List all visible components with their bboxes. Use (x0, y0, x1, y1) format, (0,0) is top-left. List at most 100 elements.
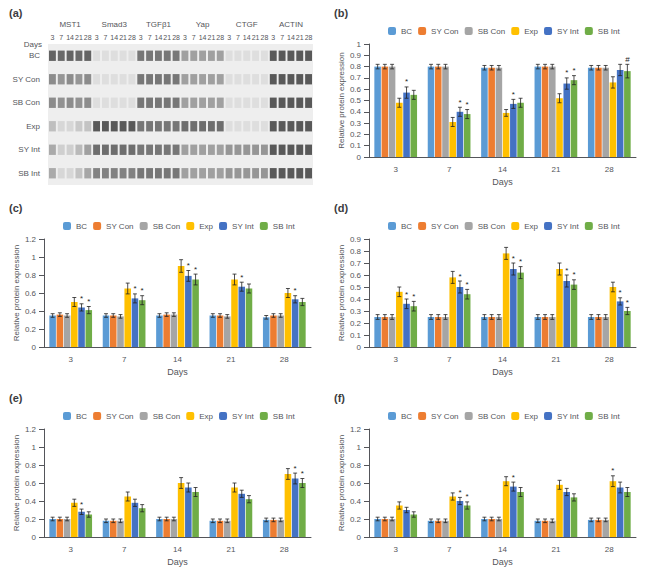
svg-text:*: * (412, 292, 415, 301)
svg-text:0.8: 0.8 (25, 271, 37, 280)
svg-text:7: 7 (122, 355, 127, 364)
svg-text:SY Int: SY Int (232, 222, 254, 231)
svg-text:0.6: 0.6 (350, 271, 362, 280)
svg-text:*: * (294, 464, 297, 473)
svg-text:Relative protein expression: Relative protein expression (337, 52, 346, 149)
svg-text:(d): (d) (334, 202, 348, 214)
svg-text:14: 14 (498, 545, 507, 554)
svg-text:*: * (294, 286, 297, 295)
svg-text:Days: Days (492, 177, 513, 187)
svg-text:3: 3 (68, 545, 73, 554)
svg-text:0.6: 0.6 (350, 85, 362, 94)
svg-text:*: * (187, 261, 190, 270)
svg-text:0.8: 0.8 (350, 247, 362, 256)
svg-text:*: * (133, 284, 136, 293)
svg-text:0.8: 0.8 (350, 62, 362, 71)
svg-text:Days: Days (167, 367, 188, 377)
svg-text:28: 28 (172, 34, 180, 41)
svg-text:0.9: 0.9 (350, 51, 362, 60)
svg-text:28: 28 (305, 34, 313, 41)
svg-text:3: 3 (271, 34, 275, 41)
svg-text:SY Int: SY Int (557, 27, 579, 36)
svg-text:14: 14 (243, 34, 251, 41)
svg-text:SB Int: SB Int (18, 169, 41, 178)
svg-text:21: 21 (208, 34, 216, 41)
svg-text:3: 3 (50, 34, 54, 41)
svg-text:SY Int: SY Int (557, 412, 579, 421)
svg-text:Relative protein expression: Relative protein expression (337, 435, 346, 532)
svg-text:Smad3: Smad3 (102, 20, 128, 29)
svg-text:(c): (c) (9, 202, 23, 214)
svg-text:21: 21 (163, 34, 171, 41)
svg-text:SY Con: SY Con (431, 222, 458, 231)
svg-text:28: 28 (280, 355, 289, 364)
svg-text:*: * (405, 77, 408, 86)
svg-text:3: 3 (139, 34, 143, 41)
svg-text:SY Con: SY Con (431, 412, 458, 421)
svg-text:0.7: 0.7 (350, 73, 362, 82)
svg-text:*: * (466, 492, 469, 501)
svg-text:3: 3 (393, 165, 398, 174)
svg-text:7: 7 (122, 545, 127, 554)
svg-text:28: 28 (84, 34, 92, 41)
svg-text:0.6: 0.6 (25, 289, 37, 298)
svg-text:SB Con: SB Con (153, 222, 181, 231)
svg-text:SY Con: SY Con (431, 27, 458, 36)
svg-text:0.4: 0.4 (25, 497, 37, 506)
svg-text:SB Int: SB Int (273, 412, 296, 421)
svg-text:*: * (458, 488, 461, 497)
svg-text:1: 1 (357, 443, 362, 452)
svg-text:Exp: Exp (524, 27, 538, 36)
svg-text:BC: BC (401, 27, 412, 36)
svg-text:BC: BC (401, 412, 412, 421)
svg-text:1: 1 (32, 253, 37, 262)
svg-text:*: * (466, 280, 469, 289)
svg-text:0.2: 0.2 (25, 325, 37, 334)
svg-text:*: * (240, 273, 243, 282)
svg-text:(a): (a) (9, 7, 23, 19)
svg-text:0: 0 (357, 153, 362, 162)
svg-text:*: * (611, 466, 614, 475)
svg-text:*: * (565, 266, 568, 275)
svg-text:Exp: Exp (199, 412, 213, 421)
svg-text:SB Int: SB Int (598, 412, 621, 421)
svg-text:Days: Days (24, 40, 42, 49)
svg-text:(b): (b) (334, 7, 348, 19)
svg-text:*: * (512, 473, 515, 482)
svg-text:0.1: 0.1 (350, 141, 362, 150)
svg-text:Days: Days (167, 557, 188, 567)
svg-text:CTGF: CTGF (236, 20, 258, 29)
svg-text:*: * (512, 90, 515, 99)
svg-text:21: 21 (226, 545, 235, 554)
svg-text:14: 14 (173, 545, 182, 554)
svg-text:Relative protein expression: Relative protein expression (12, 435, 21, 532)
svg-text:BC: BC (29, 51, 40, 60)
svg-text:(e): (e) (9, 392, 23, 404)
svg-text:3: 3 (183, 34, 187, 41)
svg-text:Relative protein expression: Relative protein expression (337, 245, 346, 342)
svg-text:Days: Days (492, 557, 513, 567)
svg-text:*: * (87, 297, 90, 306)
svg-text:BC: BC (76, 222, 87, 231)
svg-text:14: 14 (498, 165, 507, 174)
svg-text:21: 21 (296, 34, 304, 41)
svg-text:*: * (572, 66, 575, 75)
svg-text:*: * (80, 500, 83, 509)
svg-text:0.8: 0.8 (350, 461, 362, 470)
svg-text:*: * (194, 265, 197, 274)
svg-text:SB Con: SB Con (478, 412, 506, 421)
svg-text:7: 7 (236, 34, 240, 41)
svg-text:0: 0 (357, 533, 362, 542)
svg-text:28: 28 (216, 34, 224, 41)
svg-text:SY Int: SY Int (18, 145, 40, 154)
svg-text:28: 28 (605, 165, 614, 174)
svg-text:*: * (572, 270, 575, 279)
svg-text:*: * (619, 288, 622, 297)
svg-text:0.6: 0.6 (25, 479, 37, 488)
svg-text:SY Int: SY Int (232, 412, 254, 421)
svg-text:Exp: Exp (524, 412, 538, 421)
svg-text:3: 3 (393, 355, 398, 364)
svg-text:1.2: 1.2 (25, 425, 37, 434)
svg-text:1.2: 1.2 (25, 235, 37, 244)
svg-text:0: 0 (32, 343, 37, 352)
